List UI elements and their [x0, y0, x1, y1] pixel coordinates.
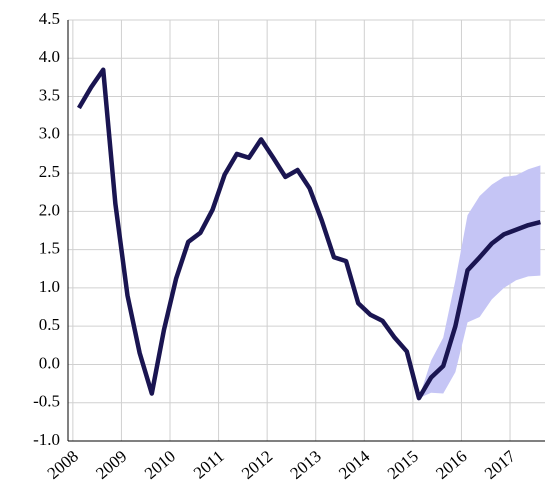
y-tick-label: 4.5 [39, 9, 60, 28]
x-tick-label: 2009 [92, 447, 130, 483]
y-tick-label: 0.0 [39, 353, 60, 372]
y-tick-label: 0.5 [39, 315, 60, 334]
x-tick-label: 2013 [287, 447, 325, 483]
y-tick-label: -1.0 [33, 430, 60, 449]
x-tick-label: 2010 [141, 447, 179, 483]
y-tick-label: 3.5 [39, 85, 60, 104]
x-tick-label: 2017 [481, 446, 520, 483]
y-tick-label: 1.5 [39, 239, 60, 258]
y-tick-label: -0.5 [33, 392, 60, 411]
x-tick-label: 2012 [238, 447, 276, 483]
x-tick-label: 2011 [190, 447, 228, 483]
y-tick-label: 4.0 [39, 47, 60, 66]
x-tick-label: 2014 [335, 446, 374, 483]
x-tick-label: 2008 [44, 447, 82, 483]
line [76, 67, 541, 401]
y-tick-label: 1.0 [39, 277, 60, 296]
confidence-band [418, 165, 541, 399]
y-tick-label: 3.0 [39, 124, 60, 143]
x-tick-label: 2015 [384, 447, 422, 483]
y-tick-label: 2.5 [39, 162, 60, 181]
y-tick-label: 2.0 [39, 200, 60, 219]
x-tick-label: 2016 [432, 447, 470, 483]
